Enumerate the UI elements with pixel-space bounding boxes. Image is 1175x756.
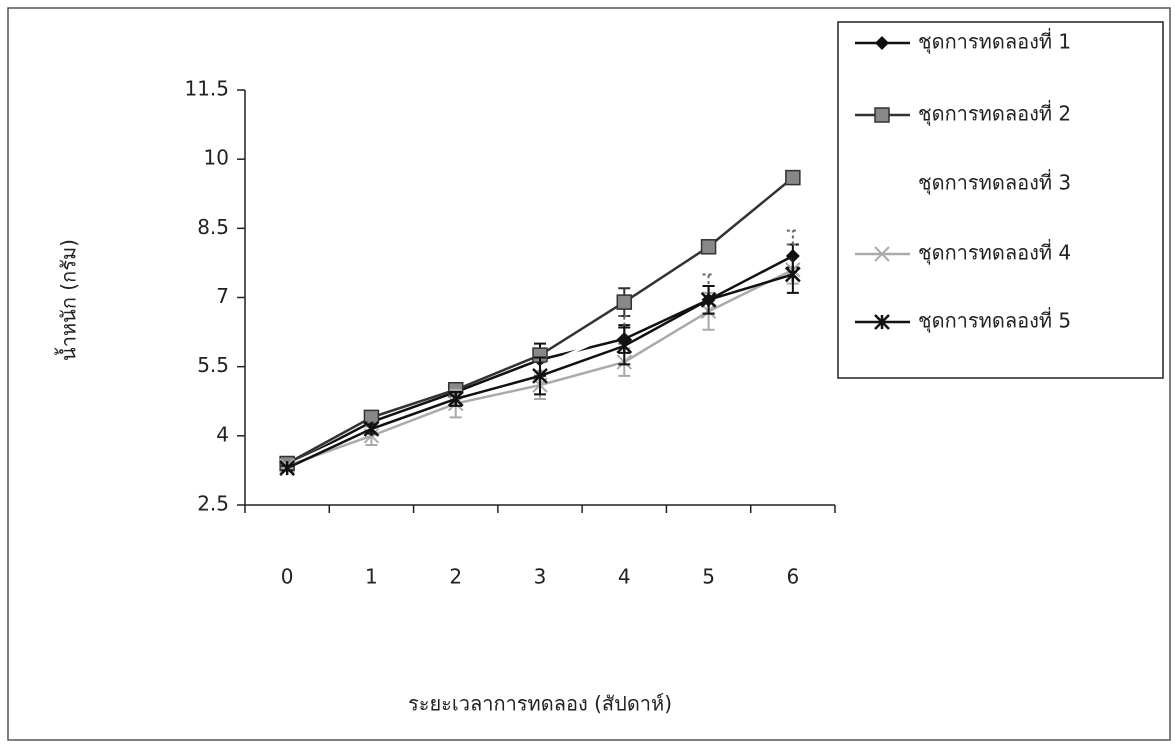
legend-label: ชุดการทดลองที่ 3 [918, 169, 1071, 196]
x-tick-label: 2 [449, 565, 462, 589]
marker [700, 291, 717, 308]
marker [616, 294, 633, 310]
x-tick-label: 4 [618, 565, 631, 589]
y-tick-label: 5.5 [197, 353, 229, 377]
y-tick-label: 7 [216, 284, 229, 308]
y-tick-label: 4 [216, 422, 229, 446]
y-tick-label: 8.5 [197, 215, 229, 239]
error-bar [786, 229, 799, 246]
x-axis-label: ระยะเวลาการทดลอง (สัปดาห์) [408, 692, 672, 716]
legend-marker [874, 314, 890, 330]
legend-label: ชุดการทดลองที่ 4 [918, 239, 1071, 266]
legend-label: ชุดการทดลองที่ 2 [918, 100, 1071, 127]
marker [532, 368, 548, 384]
legend-marker [874, 107, 890, 123]
marker [784, 266, 801, 283]
x-tick-label: 6 [786, 565, 799, 589]
marker [363, 421, 380, 437]
legend-marker [875, 36, 889, 50]
x-tick-label: 5 [702, 565, 715, 589]
marker [447, 391, 464, 407]
legend-label: ชุดการทดลองที่ 5 [918, 307, 1071, 334]
y-axis-label: น้ำหนัก (กรัม) [55, 239, 81, 361]
marker [785, 169, 801, 186]
x-tick-label: 3 [534, 565, 547, 589]
y-tick-label: 10 [204, 146, 229, 170]
y-tick-label: 2.5 [197, 492, 229, 516]
marker [279, 460, 296, 476]
x-tick-label: 1 [365, 565, 378, 589]
marker [616, 338, 633, 354]
x-tick-label: 0 [281, 565, 294, 589]
legend-label: ชุดการทดลองที่ 1 [918, 28, 1071, 55]
legend-marker [874, 246, 890, 262]
legend-box [837, 21, 1164, 379]
marker [700, 239, 717, 255]
y-tick-label: 11.5 [184, 77, 229, 101]
